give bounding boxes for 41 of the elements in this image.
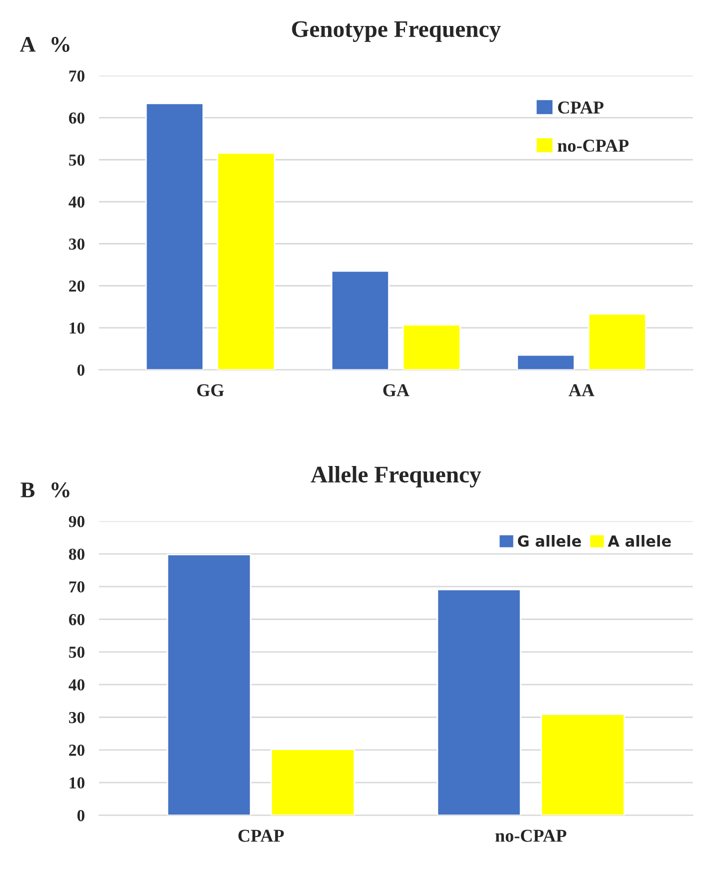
y-tick-label: 80 bbox=[68, 548, 84, 560]
y-tick-label: 30 bbox=[69, 712, 84, 724]
legend-label: G allele bbox=[518, 534, 581, 547]
y-tick-label: 30 bbox=[69, 238, 84, 250]
y-tick-label: 10 bbox=[70, 777, 84, 789]
legend-label: A allele bbox=[608, 534, 671, 547]
legend-label: CPAP bbox=[558, 101, 604, 114]
bar bbox=[402, 324, 461, 370]
x-tick-label: GG bbox=[197, 384, 224, 396]
chart-title: Allele Frequency bbox=[310, 466, 482, 488]
y-tick-label: 10 bbox=[70, 322, 84, 334]
y-tick-label: 20 bbox=[69, 744, 84, 756]
bar bbox=[588, 313, 646, 370]
x-tick-label: GA bbox=[383, 384, 410, 396]
bar bbox=[436, 588, 522, 816]
bar bbox=[216, 152, 276, 370]
y-axis-title: % bbox=[52, 36, 70, 52]
y-tick-label: 70 bbox=[69, 70, 84, 82]
text: B bbox=[20, 482, 35, 498]
bar bbox=[166, 554, 252, 816]
bar bbox=[540, 714, 626, 816]
legend-label: no-CPAP bbox=[558, 140, 629, 152]
y-tick-label: 20 bbox=[69, 280, 84, 292]
y-tick-label: 40 bbox=[68, 196, 84, 208]
bar bbox=[145, 102, 204, 370]
x-tick-label: AA bbox=[568, 384, 594, 396]
bar bbox=[270, 748, 356, 816]
bar bbox=[330, 270, 390, 370]
y-tick-label: 0 bbox=[77, 364, 84, 376]
y-tick-label: 50 bbox=[69, 154, 84, 166]
y-tick-label: 50 bbox=[69, 646, 84, 658]
y-tick-label: 40 bbox=[68, 679, 84, 691]
text: A bbox=[20, 37, 36, 52]
y-tick-label: 60 bbox=[68, 112, 84, 124]
y-tick-label: 90 bbox=[68, 516, 84, 528]
y-tick-label: 60 bbox=[68, 614, 84, 626]
y-tick-label: 0 bbox=[77, 810, 84, 822]
chart-title: Genotype Frequency bbox=[292, 21, 501, 42]
y-tick-label: 70 bbox=[69, 581, 84, 593]
y-axis-title: % bbox=[52, 482, 70, 498]
bar bbox=[516, 354, 576, 370]
